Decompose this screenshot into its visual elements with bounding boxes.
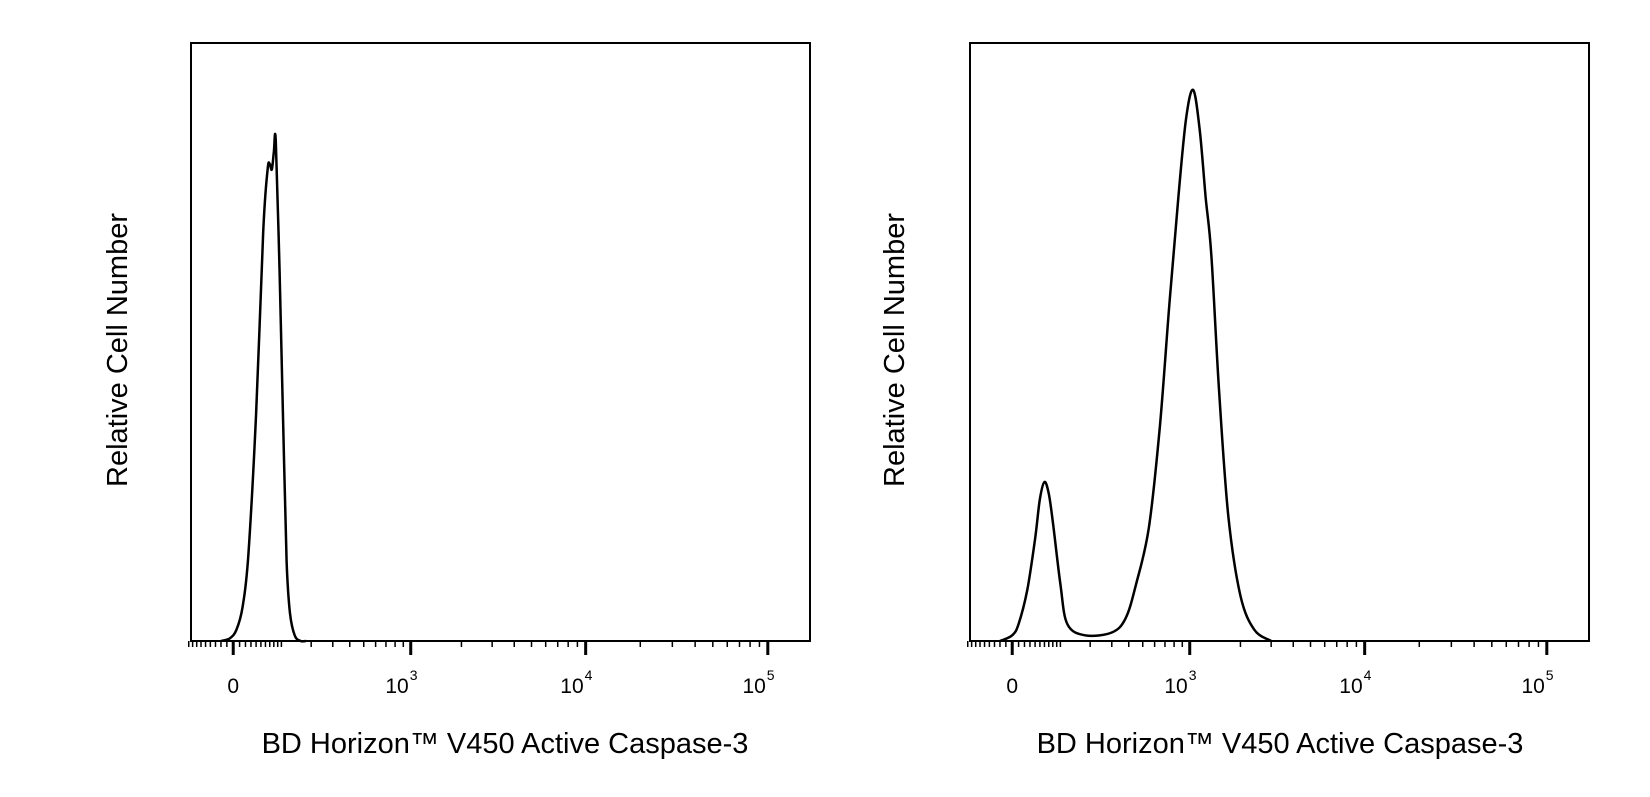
histogram-panel-right: 0 10 3 10 4 10 5 Relative Cell Number BD Horiz… — [879, 42, 1590, 760]
x-tick-labels: 0 10 3 10 4 10 5 — [1006, 667, 1553, 698]
x-tick-label: 10 — [1164, 675, 1187, 698]
histogram-panel-left: 0 10 3 10 4 10 5 Relative Cell Number BD Horiz… — [102, 42, 811, 760]
x-tick-exponent: 5 — [767, 667, 775, 683]
histogram-curve — [220, 132, 307, 643]
x-tick-labels: 0 10 3 10 4 10 5 — [227, 667, 774, 698]
x-tick-label: 10 — [1521, 675, 1544, 698]
x-axis-ticks — [187, 641, 770, 655]
x-tick-label: 0 — [1006, 675, 1018, 698]
y-axis-label: Relative Cell Number — [102, 213, 134, 487]
x-tick-exponent: 4 — [1364, 667, 1372, 683]
y-axis-label: Relative Cell Number — [879, 213, 911, 487]
histogram-curve — [999, 88, 1272, 643]
x-axis-ticks — [966, 641, 1549, 655]
x-tick-label: 10 — [742, 675, 765, 698]
x-tick-exponent: 4 — [585, 667, 593, 683]
plot-frame — [190, 42, 811, 642]
x-tick-exponent: 5 — [1546, 667, 1554, 683]
x-axis-label: BD Horizon™ V450 Active Caspase-3 — [262, 728, 749, 760]
plot-frame — [969, 42, 1590, 642]
x-tick-exponent: 3 — [410, 667, 418, 683]
x-tick-label: 0 — [227, 675, 239, 698]
x-tick-exponent: 3 — [1189, 667, 1197, 683]
x-tick-label: 10 — [1339, 675, 1362, 698]
x-tick-label: 10 — [385, 675, 408, 698]
x-axis-label: BD Horizon™ V450 Active Caspase-3 — [1037, 728, 1524, 760]
x-tick-label: 10 — [560, 675, 583, 698]
